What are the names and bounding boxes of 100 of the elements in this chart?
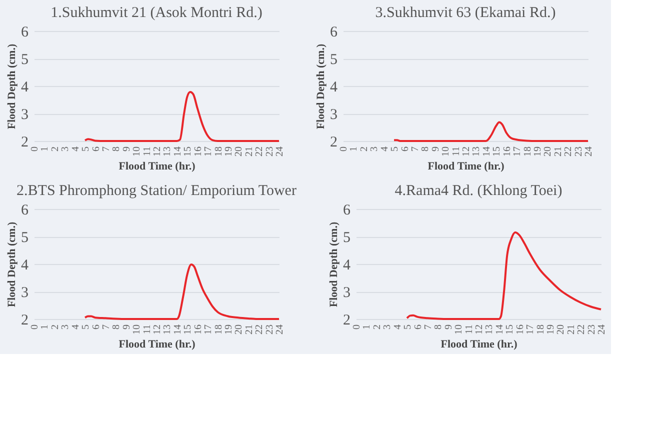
y-tick-label: 4 xyxy=(21,80,29,96)
x-tick-label: 21 xyxy=(244,324,255,334)
x-tick-label: 15 xyxy=(182,146,194,156)
y-tick-label: 6 xyxy=(343,202,351,218)
x-tick-label: 10 xyxy=(454,324,465,334)
x-tick-label: 5 xyxy=(402,324,414,330)
x-tick-label: 12 xyxy=(461,146,472,156)
x-tick-label: 13 xyxy=(162,146,174,156)
x-tick-label: 17 xyxy=(525,324,536,334)
x-tick-label: 5 xyxy=(390,146,401,152)
x-tick-label: 21 xyxy=(552,146,564,156)
x-tick-label: 13 xyxy=(484,324,496,334)
x-tick-label: 6 xyxy=(412,324,424,330)
x-tick-label: 20 xyxy=(234,146,245,156)
x-tick-label: 19 xyxy=(545,324,556,334)
x-tick-label: 24 xyxy=(596,324,608,334)
x-tick-label: 7 xyxy=(422,324,434,330)
y-axis-title: Flood Depth (cm.) xyxy=(315,44,327,130)
x-tick-label: 20 xyxy=(556,324,567,334)
y-tick-label: 5 xyxy=(21,230,28,246)
y-tick-label: 6 xyxy=(21,202,29,218)
x-tick-label: 10 xyxy=(132,146,143,156)
x-tick-label: 11 xyxy=(142,324,153,334)
x-tick-label: 19 xyxy=(532,146,544,156)
x-tick-label: 11 xyxy=(464,324,475,334)
chart-title: 1.Sukhumvit 21 (Asok Montri Rd.) xyxy=(50,5,262,21)
x-tick-label: 9 xyxy=(443,324,454,330)
y-tick-label: 3 xyxy=(21,107,28,123)
x-tick-label: 15 xyxy=(492,146,503,156)
x-tick-label: 1 xyxy=(362,324,373,330)
y-axis-title: Flood Depth (cm.) xyxy=(6,44,18,130)
x-tick-label: 0 xyxy=(30,146,40,152)
x-tick-label: 2 xyxy=(50,146,61,152)
x-axis-title: Flood Time (hr.) xyxy=(118,160,196,172)
line-series xyxy=(393,121,589,142)
x-tick-label: 12 xyxy=(152,324,163,334)
chart-title: 4.Rama4 Rd. (Khlong Toei) xyxy=(394,183,562,199)
x-tick-label: 24 xyxy=(274,324,286,334)
y-axis-title: Flood Depth (cm.) xyxy=(6,222,18,308)
x-tick-label: 8 xyxy=(433,324,444,330)
x-tick-label: 8 xyxy=(111,324,122,330)
x-tick-label: 0 xyxy=(338,146,350,152)
y-tick-label: 6 xyxy=(330,24,338,40)
x-tick-label: 18 xyxy=(213,146,224,156)
y-tick-label: 5 xyxy=(343,230,350,246)
x-tick-label: 20 xyxy=(542,146,554,156)
x-tick-label: 5 xyxy=(80,324,92,330)
chart-title: 2.BTS Phromphong Station/ Emporium Tower xyxy=(16,183,296,199)
line-series xyxy=(84,91,280,142)
x-tick-label: 19 xyxy=(223,324,234,334)
x-tick-label: 3 xyxy=(369,146,380,152)
x-tick-label: 6 xyxy=(400,146,411,152)
x-tick-label: 2 xyxy=(358,146,370,152)
x-tick-label: 23 xyxy=(573,146,584,156)
x-tick-label: 3 xyxy=(60,146,72,152)
x-tick-label: 18 xyxy=(213,324,224,334)
x-tick-label: 16 xyxy=(514,324,526,334)
x-tick-label: 9 xyxy=(121,146,132,152)
x-tick-label: 6 xyxy=(90,146,102,152)
x-tick-label: 12 xyxy=(152,146,163,156)
y-tick-label: 5 xyxy=(21,52,28,68)
x-tick-label: 22 xyxy=(254,324,266,334)
x-tick-label: 0 xyxy=(30,324,40,330)
x-tick-label: 2 xyxy=(372,324,383,330)
x-tick-label: 10 xyxy=(440,146,452,156)
x-tick-label: 14 xyxy=(172,146,184,156)
x-tick-label: 16 xyxy=(502,146,513,156)
line-series xyxy=(406,231,602,320)
x-tick-label: 22 xyxy=(563,146,574,156)
y-tick-label: 5 xyxy=(330,52,338,68)
x-axis-title: Flood Time (hr.) xyxy=(440,338,518,350)
x-tick-label: 11 xyxy=(450,146,462,156)
y-axis-title: Flood Depth (cm.) xyxy=(328,222,340,308)
x-tick-label: 4 xyxy=(70,146,82,152)
x-tick-label: 11 xyxy=(142,146,153,156)
x-tick-label: 7 xyxy=(410,146,421,152)
y-tick-label: 4 xyxy=(21,258,29,274)
x-tick-label: 19 xyxy=(223,146,234,156)
y-tick-label: 3 xyxy=(330,107,338,123)
x-tick-label: 13 xyxy=(162,324,174,334)
x-tick-label: 1 xyxy=(40,146,51,152)
line-series xyxy=(84,264,280,320)
y-tick-label: 4 xyxy=(330,80,338,96)
x-tick-label: 17 xyxy=(203,146,214,156)
x-tick-label: 24 xyxy=(584,146,594,156)
y-tick-label: 4 xyxy=(343,258,351,274)
x-tick-label: 1 xyxy=(348,146,360,152)
x-tick-label: 15 xyxy=(504,324,516,334)
x-tick-label: 5 xyxy=(80,146,92,152)
x-tick-label: 21 xyxy=(244,146,255,156)
x-tick-label: 9 xyxy=(430,146,442,152)
x-tick-label: 1 xyxy=(40,324,51,330)
x-tick-label: 8 xyxy=(111,146,122,152)
x-tick-label: 23 xyxy=(264,146,276,156)
x-tick-label: 12 xyxy=(474,324,485,334)
x-tick-label: 24 xyxy=(274,146,286,156)
x-tick-label: 4 xyxy=(392,324,404,330)
chart-title: 3.Sukhumvit 63 (Ekamai Rd.) xyxy=(375,5,556,21)
x-tick-label: 14 xyxy=(481,146,492,156)
x-tick-label: 23 xyxy=(586,324,598,334)
